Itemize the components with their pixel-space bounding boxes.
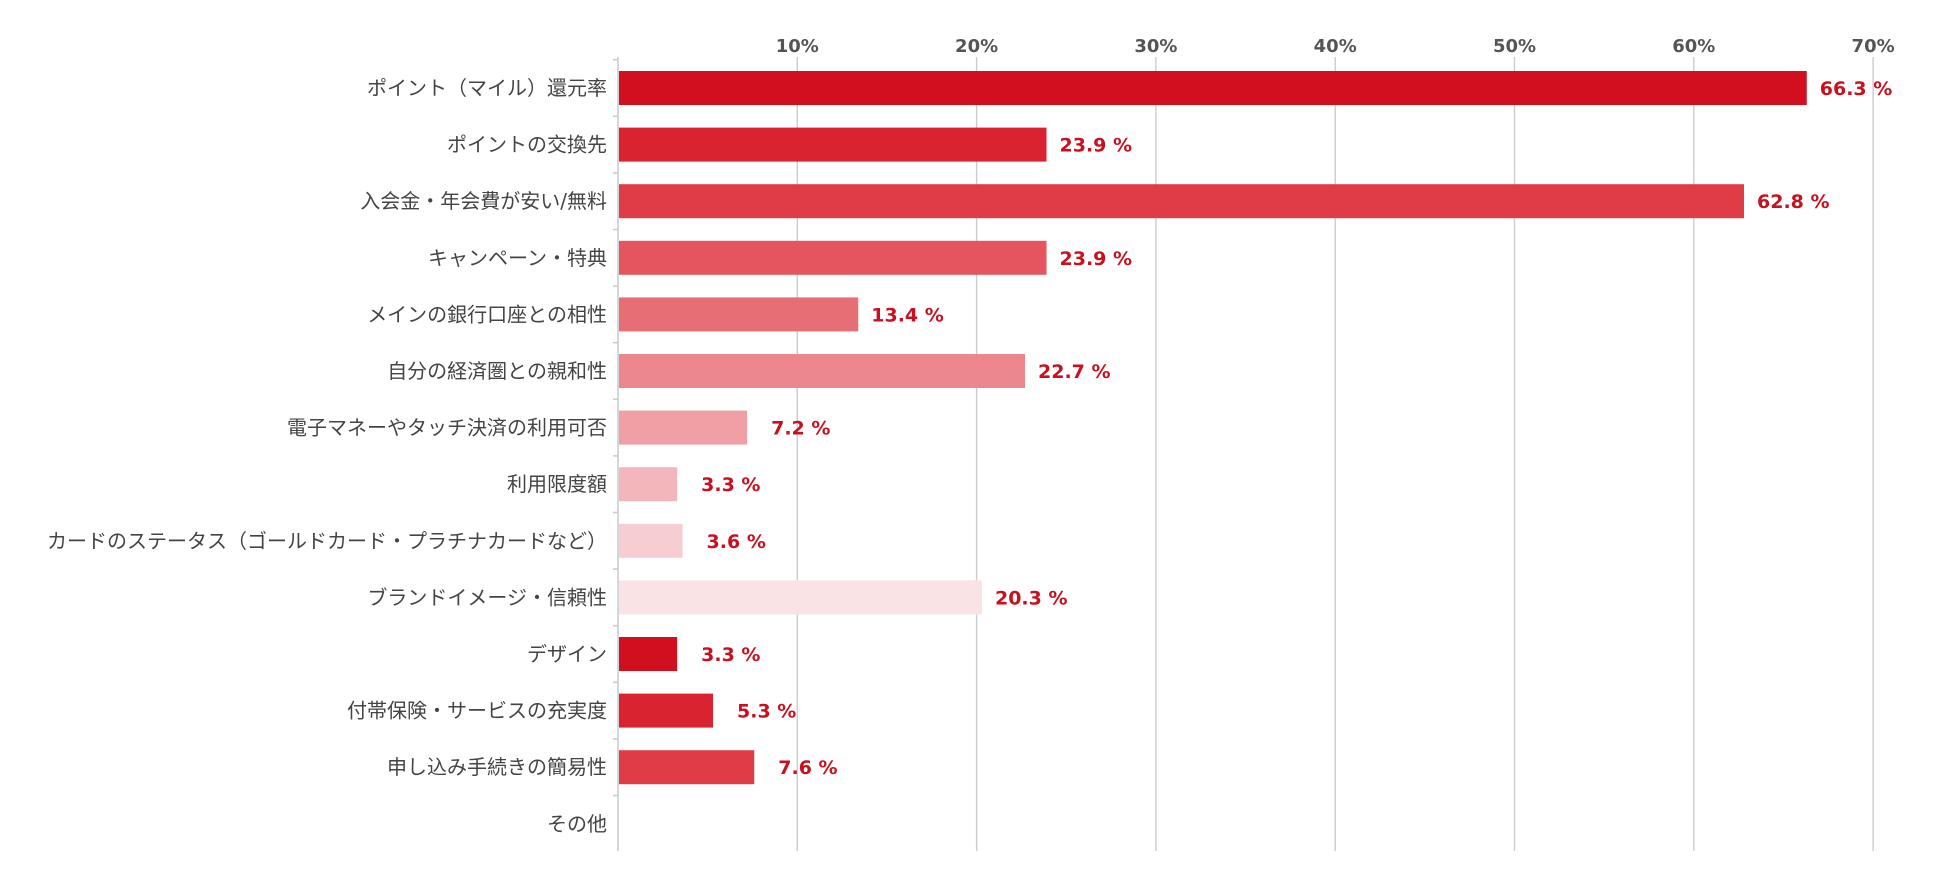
category-label: 自分の経済圏との親和性 xyxy=(387,359,607,383)
category-label: キャンペーン・特典 xyxy=(428,246,607,270)
category-label: メインの銀行口座との相性 xyxy=(367,302,607,326)
category-label: 利用限度額 xyxy=(507,472,607,496)
bar xyxy=(619,297,859,332)
category-label: その他 xyxy=(547,812,607,836)
bar xyxy=(619,467,678,502)
bar xyxy=(619,580,982,615)
category-label: 電子マネーやタッチ決済の利用可否 xyxy=(287,416,607,440)
x-tick-label: 70% xyxy=(1852,36,1895,57)
bar xyxy=(619,184,1745,219)
category-label: 入会金・年会費が安い/無料 xyxy=(360,189,607,213)
bar xyxy=(619,637,678,671)
category-label: ブランドイメージ・信頼性 xyxy=(367,585,607,609)
data-label: 3.3 % xyxy=(701,474,760,496)
x-tick-label: 20% xyxy=(955,36,998,57)
category-label: 申し込み手続きの簡易性 xyxy=(387,755,607,779)
data-label: 23.9 % xyxy=(1060,248,1133,270)
bars xyxy=(619,71,1807,785)
bar xyxy=(619,410,748,445)
x-tick-label: 60% xyxy=(1672,36,1715,57)
data-label: 7.2 % xyxy=(771,418,830,440)
bar xyxy=(619,750,755,785)
data-label: 62.8 % xyxy=(1757,191,1830,213)
category-label: デザイン xyxy=(527,642,607,666)
x-tick-label: 40% xyxy=(1314,36,1357,57)
grid-lines xyxy=(796,57,1874,851)
bar xyxy=(619,71,1807,105)
data-label: 5.3 % xyxy=(737,701,796,723)
x-axis-ticks: 10% 20% 30% 40% 50% 60% 70% xyxy=(776,36,1895,57)
data-label: 20.3 % xyxy=(995,587,1068,609)
x-tick-label: 50% xyxy=(1493,36,1536,57)
category-labels: ポイント（マイル）還元率ポイントの交換先入会金・年会費が安い/無料キャンペーン・… xyxy=(47,58,618,836)
category-label: 付帯保険・サービスの充実度 xyxy=(347,699,607,723)
x-tick-label: 30% xyxy=(1134,36,1177,57)
data-label: 7.6 % xyxy=(778,757,837,779)
bar xyxy=(619,523,683,558)
bar xyxy=(619,240,1047,275)
data-label: 3.6 % xyxy=(707,531,766,553)
bar xyxy=(619,127,1047,162)
data-label: 66.3 % xyxy=(1820,78,1893,100)
bar xyxy=(619,354,1026,388)
x-tick-label: 10% xyxy=(776,36,819,57)
bar xyxy=(619,693,714,728)
value-labels: 66.3 % 23.9 % 62.8 % 23.9 % 13.4 % 22.7 % 7.2 … xyxy=(701,78,1892,779)
data-label: 22.7 % xyxy=(1038,361,1111,383)
category-label: ポイントの交換先 xyxy=(447,133,607,157)
category-label: ポイント（マイル）還元率 xyxy=(367,76,607,100)
category-label: カードのステータス（ゴールドカード・プラチナカードなど） xyxy=(47,529,607,553)
data-label: 13.4 % xyxy=(871,304,944,326)
data-label: 3.3 % xyxy=(701,644,760,666)
data-label: 23.9 % xyxy=(1060,135,1133,157)
